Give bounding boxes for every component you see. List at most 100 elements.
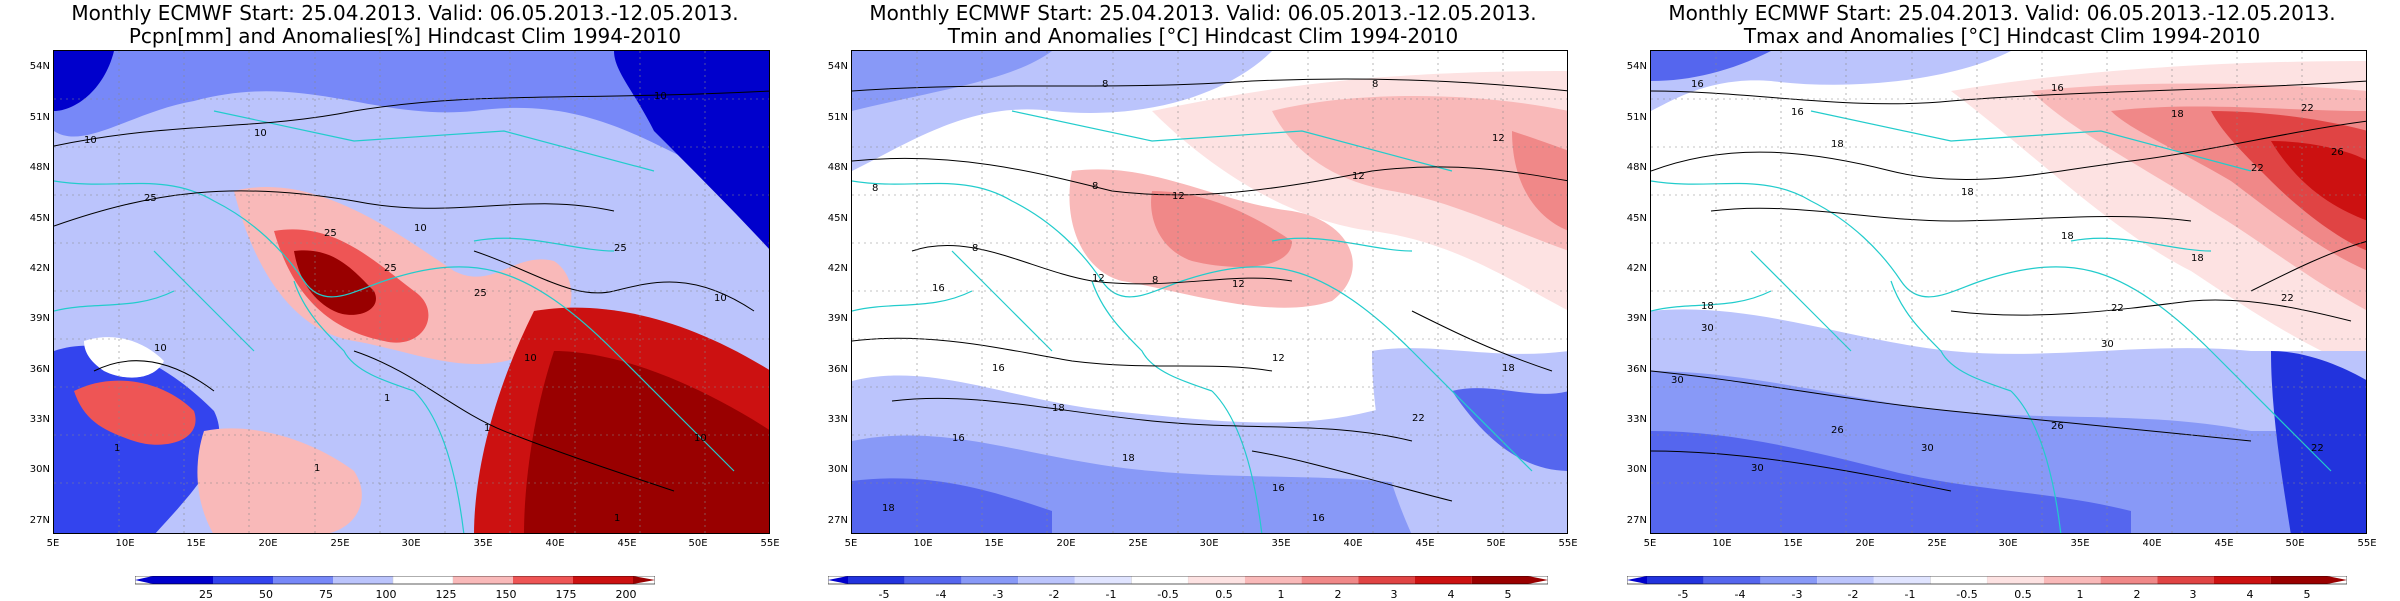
contour-label: 10 bbox=[254, 128, 267, 139]
lat-tick: 51N bbox=[827, 112, 848, 123]
lon-tick: 40E bbox=[545, 538, 565, 549]
lon-tick: 30E bbox=[401, 538, 421, 549]
contour-label: 16 bbox=[1272, 483, 1285, 494]
lon-tick: 40E bbox=[2142, 538, 2162, 549]
contour-label: 16 bbox=[1691, 79, 1704, 90]
map-tmin[interactable]: 8 8 8 12 12 12 8 8 16 12 8 12 16 12 18 1… bbox=[851, 50, 1568, 534]
lon-tick: 50E bbox=[688, 538, 708, 549]
contour-label: 8 bbox=[972, 243, 978, 254]
colorbar-label: 150 bbox=[495, 588, 517, 601]
colorbar-label: 3 bbox=[2189, 588, 2197, 601]
lat-tick: 39N bbox=[29, 313, 50, 324]
lat-tick: 36N bbox=[827, 364, 848, 375]
contour-label: 18 bbox=[2171, 109, 2184, 120]
lat-tick: 33N bbox=[29, 414, 50, 425]
colorbar-label: 4 bbox=[2246, 588, 2254, 601]
lat-tick: 48N bbox=[827, 162, 848, 173]
lon-tick: 20E bbox=[258, 538, 278, 549]
contour-label: 10 bbox=[84, 135, 97, 146]
lat-tick: 42N bbox=[29, 263, 50, 274]
contour-label: 10 bbox=[524, 353, 537, 364]
lon-tick: 20E bbox=[1056, 538, 1076, 549]
contour-label: 1 bbox=[384, 393, 390, 404]
contour-label: 25 bbox=[144, 193, 157, 204]
contour-label: 18 bbox=[1502, 363, 1515, 374]
lat-tick: 30N bbox=[1626, 464, 1647, 475]
lon-tick: 45E bbox=[1415, 538, 1435, 549]
contour-label: 22 bbox=[2251, 163, 2264, 174]
colorbar-label: -0.5 bbox=[1157, 588, 1179, 601]
contour-label: 1 bbox=[484, 423, 490, 434]
contour-label: 18 bbox=[1831, 139, 1844, 150]
contour-label: 16 bbox=[1791, 107, 1804, 118]
lon-tick: 15E bbox=[186, 538, 206, 549]
colorbar-label: 50 bbox=[259, 588, 273, 601]
lon-tick: 30E bbox=[1998, 538, 2018, 549]
contour-label: 22 bbox=[2311, 443, 2324, 454]
contour-label: 22 bbox=[2301, 103, 2314, 114]
lat-tick: 45N bbox=[1626, 213, 1647, 224]
contour-label: 18 bbox=[1052, 403, 1065, 414]
lat-tick: 27N bbox=[29, 515, 50, 526]
contour-label: 25 bbox=[384, 263, 397, 274]
contour-label: 30 bbox=[1751, 463, 1764, 474]
lon-tick: 25E bbox=[1927, 538, 1947, 549]
map-precipitation[interactable]: 10 10 25 10 25 25 10 25 25 10 1 10 10 1 … bbox=[53, 50, 770, 534]
lat-tick: 36N bbox=[1626, 364, 1647, 375]
colorbar-label: -5 bbox=[878, 588, 890, 601]
contour-label: 12 bbox=[1352, 171, 1365, 182]
lon-tick: 15E bbox=[1783, 538, 1803, 549]
lat-tick: 54N bbox=[29, 61, 50, 72]
title-line2: Tmin and Anomalies [°C] Hindcast Clim 19… bbox=[947, 24, 1459, 48]
colorbar-label: 2 bbox=[2133, 588, 2141, 601]
contour-label: 25 bbox=[474, 288, 487, 299]
contour-label: 10 bbox=[654, 91, 667, 102]
lat-tick: 45N bbox=[827, 213, 848, 224]
lon-tick: 10E bbox=[913, 538, 933, 549]
contour-label: 1 bbox=[314, 463, 320, 474]
contour-label: 10 bbox=[154, 343, 167, 354]
map-tmax[interactable]: 16 16 16 18 22 26 22 18 18 18 18 18 22 2… bbox=[1650, 50, 2367, 534]
colorbar-label: 2 bbox=[1334, 588, 1342, 601]
lon-tick: 50E bbox=[1486, 538, 1506, 549]
contour-label: 18 bbox=[2191, 253, 2204, 264]
colorbar-label: 0.5 bbox=[1215, 588, 1233, 601]
title-line1: Monthly ECMWF Start: 25.04.2013. Valid: … bbox=[869, 1, 1537, 25]
contour-label: 12 bbox=[1492, 133, 1505, 144]
lat-tick: 42N bbox=[827, 263, 848, 274]
lon-tick: 40E bbox=[1343, 538, 1363, 549]
title-line1: Monthly ECMWF Start: 25.04.2013. Valid: … bbox=[1668, 1, 2336, 25]
colorbar-label: 4 bbox=[1447, 588, 1455, 601]
lat-tick: 42N bbox=[1626, 263, 1647, 274]
contour-label: 25 bbox=[324, 228, 337, 239]
contour-label: 8 bbox=[872, 183, 878, 194]
lat-tick: 30N bbox=[29, 464, 50, 475]
contour-label: 18 bbox=[882, 503, 895, 514]
contour-label: 30 bbox=[2101, 339, 2114, 350]
contour-label: 26 bbox=[2331, 147, 2344, 158]
lon-tick: 25E bbox=[330, 538, 350, 549]
contour-label: 12 bbox=[1172, 191, 1185, 202]
lon-tick: 50E bbox=[2285, 538, 2305, 549]
contour-label: 10 bbox=[694, 433, 707, 444]
lat-tick: 30N bbox=[827, 464, 848, 475]
colorbar-label: 200 bbox=[615, 588, 637, 601]
contour-label: 8 bbox=[1372, 79, 1378, 90]
contour-label: 26 bbox=[2051, 421, 2064, 432]
contour-label: 22 bbox=[2281, 293, 2294, 304]
panel-title: Monthly ECMWF Start: 25.04.2013. Valid: … bbox=[1607, 2, 2397, 48]
contour-label: 30 bbox=[1671, 375, 1684, 386]
lat-tick: 27N bbox=[827, 515, 848, 526]
lon-tick: 55E bbox=[1558, 538, 1578, 549]
lon-tick: 35E bbox=[1271, 538, 1291, 549]
panel-tmax: Monthly ECMWF Start: 25.04.2013. Valid: … bbox=[1607, 0, 2397, 601]
map-field: 16 16 16 18 22 26 22 18 18 18 18 18 22 2… bbox=[1651, 51, 2366, 533]
map-field: 8 8 8 12 12 12 8 8 16 12 8 12 16 12 18 1… bbox=[852, 51, 1567, 533]
colorbar-label: -2 bbox=[1048, 588, 1060, 601]
colorbar-label: 125 bbox=[435, 588, 457, 601]
contour-label: 30 bbox=[1701, 323, 1714, 334]
contour-label: 16 bbox=[992, 363, 1005, 374]
contour-label: 18 bbox=[1961, 187, 1974, 198]
lat-tick: 48N bbox=[1626, 162, 1647, 173]
lat-tick: 27N bbox=[1626, 515, 1647, 526]
